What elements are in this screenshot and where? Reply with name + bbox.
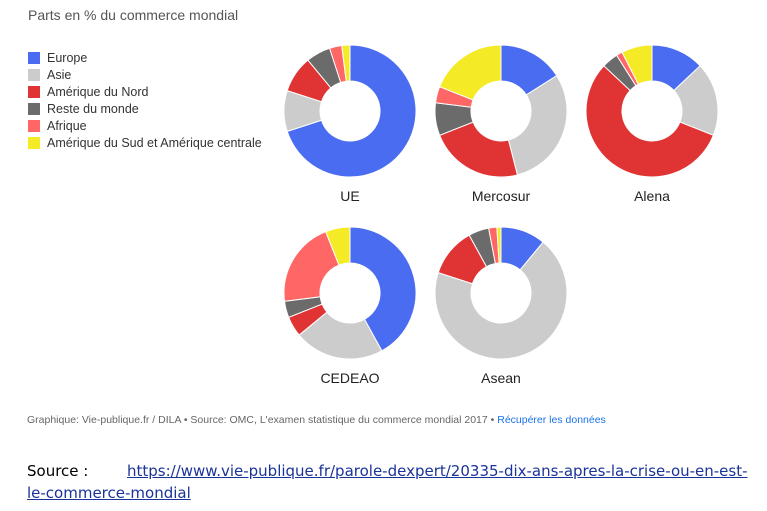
donut-slice [434, 241, 568, 360]
donut-slice [325, 226, 351, 266]
donut-slice [349, 226, 417, 352]
donut-label: CEDEAO [320, 370, 380, 386]
donut-chart [283, 226, 417, 360]
legend-item: Amérique du Sud et Amérique centrale [28, 134, 262, 151]
download-data-link[interactable]: Récupérer les données [497, 414, 606, 426]
donut-chart [434, 226, 568, 360]
legend: Europe Asie Amérique du Nord Reste du monde… [28, 49, 262, 151]
legend-label: Afrique [47, 118, 87, 133]
legend-swatch [28, 102, 40, 115]
donut-chart [585, 44, 719, 178]
donut-label: Mercosur [471, 188, 531, 204]
legend-label: Amérique du Nord [47, 84, 149, 99]
legend-label: Europe [47, 50, 88, 65]
source-link[interactable]: https://www.vie-publique.fr/parole-dexpe… [27, 462, 748, 502]
donut-slice [438, 44, 502, 101]
legend-item: Reste du monde [28, 100, 262, 117]
donut-label: UE [340, 188, 360, 204]
legend-item: Europe [28, 49, 262, 66]
legend-swatch [28, 136, 40, 149]
legend-label: Reste du monde [47, 101, 139, 116]
source-line: Source : https://www.vie-publique.fr/paro… [27, 460, 757, 504]
legend-item: Amérique du Nord [28, 83, 262, 100]
donut-slice [341, 44, 351, 82]
donut-slice [438, 121, 519, 178]
chart-footer: Graphique: Vie-publique.fr / DILA • Sour… [27, 414, 606, 426]
donut-chart [283, 44, 417, 178]
donut-slice [496, 226, 502, 264]
donut-slice [621, 44, 653, 85]
legend-swatch [28, 68, 40, 81]
legend-label: Amérique du Sud et Amérique centrale [47, 135, 262, 150]
source-label: Source : [27, 462, 89, 480]
donut-label: Asean [481, 370, 521, 386]
donut-chart [434, 44, 568, 178]
legend-item: Afrique [28, 117, 262, 134]
donut-slice [585, 65, 715, 178]
donut-charts [283, 44, 719, 360]
footer-credit: Graphique: Vie-publique.fr / DILA • Sour… [27, 414, 498, 426]
donut-slice [507, 74, 568, 176]
legend-swatch [28, 119, 40, 132]
legend-label: Asie [47, 67, 72, 82]
legend-item: Asie [28, 66, 262, 83]
donut-label: Alena [634, 188, 670, 204]
legend-swatch [28, 85, 40, 98]
donut-slice [286, 44, 417, 178]
legend-swatch [28, 51, 40, 64]
chart-title: Parts en % du commerce mondial [28, 7, 239, 23]
